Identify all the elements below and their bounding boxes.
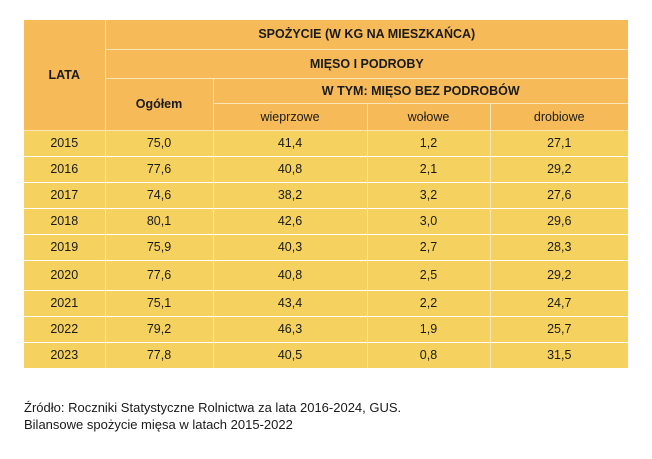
- ogolem-cell: 75,9: [104, 233, 213, 260]
- header-mieso-i-podroby: MIĘSO I PODROBY: [104, 49, 629, 79]
- drobiowe-cell: 29,2: [489, 155, 629, 182]
- wieprzowe-cell: 42,6: [212, 207, 367, 234]
- ogolem-cell: 77,6: [104, 155, 213, 182]
- wieprzowe-cell: 43,4: [212, 289, 367, 316]
- source-line-1: Źródło: Roczniki Statystyczne Rolnictwa …: [24, 400, 402, 415]
- drobiowe-cell: 31,5: [489, 341, 629, 368]
- table-row: 2023 77,8 40,5 0,8 31,5: [24, 341, 629, 368]
- wolowe-cell: 2,2: [366, 289, 490, 316]
- table-row: 2020 77,6 40,8 2,5 29,2: [24, 259, 629, 290]
- drobiowe-cell: 27,6: [489, 181, 629, 208]
- wieprzowe-cell: 38,2: [212, 181, 367, 208]
- header-drobiowe: drobiowe: [489, 103, 629, 131]
- wolowe-cell: 3,0: [366, 207, 490, 234]
- wolowe-cell: 2,5: [366, 259, 490, 290]
- wieprzowe-cell: 41,4: [212, 130, 367, 156]
- drobiowe-cell: 27,1: [489, 130, 629, 156]
- ogolem-cell: 75,1: [104, 289, 213, 316]
- wolowe-cell: 3,2: [366, 181, 490, 208]
- ogolem-cell: 74,6: [104, 181, 213, 208]
- year-cell: 2019: [24, 233, 106, 260]
- table-row: 2015 75,0 41,4 1,2 27,1: [24, 130, 629, 156]
- meat-consumption-table: LATA SPOŻYCIE (W KG NA MIESZKAŃCA) MIĘSO…: [24, 20, 629, 368]
- year-cell: 2021: [24, 289, 106, 316]
- year-cell: 2020: [24, 259, 106, 290]
- header-wolowe: wołowe: [366, 103, 490, 131]
- year-cell: 2023: [24, 341, 106, 368]
- year-cell: 2016: [24, 155, 106, 182]
- wieprzowe-cell: 40,8: [212, 155, 367, 182]
- table-row: 2019 75,9 40,3 2,7 28,3: [24, 233, 629, 260]
- meat-consumption-table-container: LATA SPOŻYCIE (W KG NA MIESZKAŃCA) MIĘSO…: [24, 20, 629, 368]
- wolowe-cell: 0,8: [366, 341, 490, 368]
- table-row: 2016 77,6 40,8 2,1 29,2: [24, 155, 629, 182]
- ogolem-cell: 77,8: [104, 341, 213, 368]
- source-line-2: Bilansowe spożycie mięsa w latach 2015-2…: [24, 417, 293, 432]
- ogolem-cell: 80,1: [104, 207, 213, 234]
- drobiowe-cell: 28,3: [489, 233, 629, 260]
- wieprzowe-cell: 40,8: [212, 259, 367, 290]
- drobiowe-cell: 29,6: [489, 207, 629, 234]
- year-cell: 2015: [24, 130, 106, 156]
- header-w-tym: W TYM: MIĘSO BEZ PODROBÓW: [212, 78, 629, 104]
- year-cell: 2017: [24, 181, 106, 208]
- wolowe-cell: 2,1: [366, 155, 490, 182]
- header-lata: LATA: [24, 20, 106, 131]
- year-cell: 2022: [24, 315, 106, 342]
- wolowe-cell: 1,9: [366, 315, 490, 342]
- ogolem-cell: 77,6: [104, 259, 213, 290]
- table-row: 2022 79,2 46,3 1,9 25,7: [24, 315, 629, 342]
- ogolem-cell: 79,2: [104, 315, 213, 342]
- table-row: 2017 74,6 38,2 3,2 27,6: [24, 181, 629, 208]
- wieprzowe-cell: 40,3: [212, 233, 367, 260]
- year-cell: 2018: [24, 207, 106, 234]
- header-spozycie: SPOŻYCIE (W KG NA MIESZKAŃCA): [104, 20, 629, 50]
- source-note: Źródło: Roczniki Statystyczne Rolnictwa …: [24, 399, 401, 433]
- header-ogolem: Ogółem: [104, 78, 213, 131]
- wieprzowe-cell: 40,5: [212, 341, 367, 368]
- drobiowe-cell: 24,7: [489, 289, 629, 316]
- drobiowe-cell: 25,7: [489, 315, 629, 342]
- ogolem-cell: 75,0: [104, 130, 213, 156]
- header-wieprzowe: wieprzowe: [212, 103, 367, 131]
- drobiowe-cell: 29,2: [489, 259, 629, 290]
- table-row: 2021 75,1 43,4 2,2 24,7: [24, 289, 629, 316]
- wolowe-cell: 1,2: [366, 130, 490, 156]
- table-row: 2018 80,1 42,6 3,0 29,6: [24, 207, 629, 234]
- wieprzowe-cell: 46,3: [212, 315, 367, 342]
- wolowe-cell: 2,7: [366, 233, 490, 260]
